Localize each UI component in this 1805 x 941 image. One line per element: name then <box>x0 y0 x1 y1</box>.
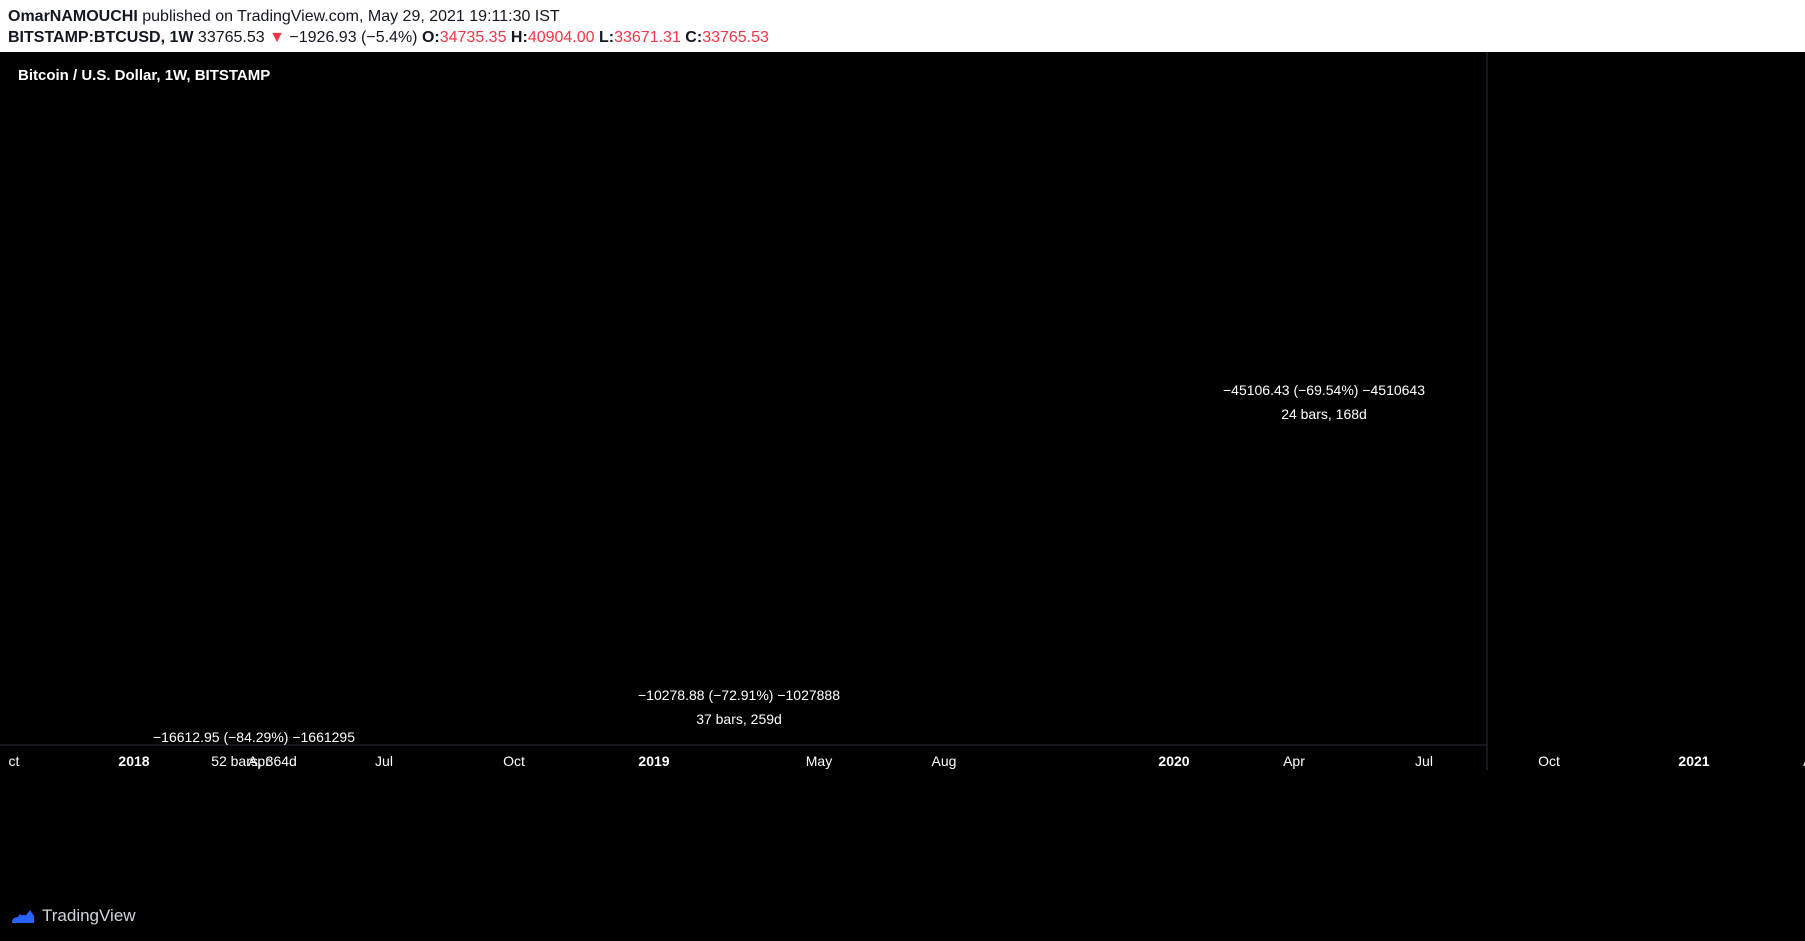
price-change: −1926.93 (−5.4%) <box>289 29 418 46</box>
close-label: C: <box>685 29 703 46</box>
close-value: 33765.53 <box>702 29 769 46</box>
down-triangle-icon: ▼ <box>269 29 285 46</box>
footer <box>0 904 1805 941</box>
open-label: O: <box>421 29 440 46</box>
published-info: published on TradingView.com, May 29, 20… <box>137 8 560 25</box>
time-tick-label: 2020 <box>1158 753 1189 769</box>
tradingview-logo[interactable]: TradingView <box>10 906 136 926</box>
time-tick-label: Jul <box>1415 753 1433 769</box>
time-tick-label: May <box>806 753 832 769</box>
measure-change-label: −45106.43 (−69.54%) −4510643 <box>1223 382 1425 398</box>
time-tick-label: 2018 <box>118 753 149 769</box>
low-value: 33671.31 <box>614 29 681 46</box>
ohlc-line: BITSTAMP:BTCUSD, 1W 33765.53 ▼ −1926.93 … <box>8 29 769 47</box>
high-value: 40904.00 <box>527 29 595 46</box>
author-name[interactable]: OmarNAMOUCHI <box>8 8 138 25</box>
measure-change-label: −10278.88 (−72.91%) −1027888 <box>638 687 840 703</box>
price-chart[interactable]: 72000.0060000.0048000.0040500.0026500.00… <box>0 52 1805 904</box>
annotation-labels: −16612.95 (−84.29%) −1661295 52 bars, 364… <box>153 382 1425 769</box>
time-tick-label: Jul <box>375 753 393 769</box>
measure-bars-label: 37 bars, 259d <box>696 711 782 727</box>
time-tick-label: Oct <box>1538 753 1560 769</box>
tradingview-brand: TradingView <box>42 906 136 925</box>
symbol-info: BITSTAMP:BTCUSD, 1W <box>8 29 194 46</box>
open-value: 34735.35 <box>439 29 507 46</box>
time-tick-label: Apr <box>1283 753 1305 769</box>
chart-title: Bitcoin / U.S. Dollar, 1W, BITSTAMP <box>18 67 271 84</box>
tradingview-cloud-icon <box>12 910 35 923</box>
last-price: 33765.53 <box>197 29 265 46</box>
time-tick-label: Apr <box>248 753 270 769</box>
low-label: L: <box>599 29 615 46</box>
time-axis: ct 2018 Apr Jul Oct 2019 May Aug 2020 Apr Jul Oct 20… <box>0 744 1805 769</box>
time-tick-label: 2021 <box>1678 753 1709 769</box>
measure-bars-label: 52 bars, 364d <box>211 753 297 769</box>
time-tick-label: Aug <box>932 753 957 769</box>
publish-line: OmarNAMOUCHI published on TradingView.co… <box>8 8 560 26</box>
time-tick-label: 2019 <box>638 753 669 769</box>
high-label: H: <box>510 29 528 46</box>
publish-header: OmarNAMOUCHI published on TradingView.co… <box>0 0 1805 52</box>
time-tick-label: ct <box>9 753 20 769</box>
time-tick-label: Apr <box>1803 753 1805 769</box>
measure-bars-label: 24 bars, 168d <box>1281 406 1367 422</box>
measure-change-label: −16612.95 (−84.29%) −1661295 <box>153 729 355 745</box>
time-tick-label: Oct <box>503 753 525 769</box>
price-axis: 72000.0060000.0048000.0040500.0026500.00… <box>1486 52 1488 770</box>
